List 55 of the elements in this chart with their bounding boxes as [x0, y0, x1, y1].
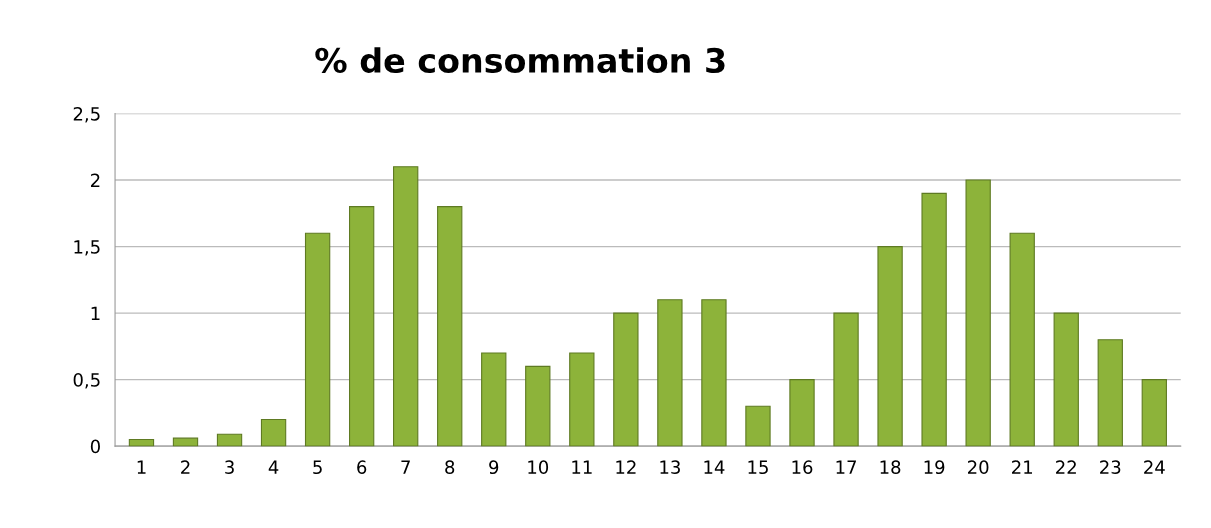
bar: [833, 312, 859, 447]
x-tick-label: 17: [836, 460, 856, 474]
x-tick-label: 1: [137, 460, 146, 474]
bar: [260, 418, 287, 447]
y-tick-label: 2,5: [73, 106, 100, 123]
bar: [1141, 379, 1167, 447]
x-tick-label: 15: [748, 460, 768, 475]
x-tick-label: 9: [489, 460, 499, 475]
x-tick-label: 10: [528, 460, 549, 475]
chart-title: % de consommation 3: [315, 47, 725, 74]
bar: [348, 206, 375, 447]
x-tick-label: 22: [1056, 460, 1076, 474]
x-tick-label: 24: [1144, 460, 1165, 474]
bar: [216, 433, 243, 447]
bar: [745, 405, 771, 447]
bar: [525, 365, 551, 447]
bar: [304, 232, 331, 447]
bar: [789, 379, 815, 447]
x-tick-label: 23: [1100, 460, 1121, 475]
bar: [1009, 232, 1035, 447]
y-tick-label: 1,5: [74, 240, 100, 256]
x-tick-label: 12: [616, 460, 636, 474]
bar: [613, 312, 639, 447]
y-tick-label: 1: [91, 306, 100, 320]
x-tick-label: 16: [792, 460, 813, 475]
bar: [481, 352, 507, 447]
bar: [172, 437, 199, 447]
x-tick-label: 14: [704, 460, 725, 474]
x-tick-label: 19: [924, 460, 945, 475]
x-tick-label: 11: [572, 460, 592, 474]
bar: [128, 438, 155, 447]
x-tick-label: 5: [313, 460, 322, 475]
x-tick-label: 20: [967, 460, 989, 475]
x-tick-label: 7: [401, 460, 410, 474]
x-tick-label: 13: [660, 460, 680, 475]
bar: [965, 179, 991, 447]
x-tick-label: 4: [268, 460, 279, 474]
x-tick-label: 18: [880, 460, 901, 475]
x-tick-label: 21: [1012, 460, 1033, 474]
bar: [877, 246, 903, 447]
bar: [657, 299, 683, 447]
y-tick-label: 2: [90, 173, 100, 187]
bar: [393, 166, 419, 447]
bar: [1053, 312, 1079, 447]
y-tick-label: 0,5: [73, 373, 100, 389]
x-tick-label: 3: [225, 460, 234, 475]
x-tick-label: 2: [181, 460, 190, 474]
bar: [569, 352, 595, 447]
bar: [437, 206, 463, 447]
y-tick-label: 0: [90, 439, 100, 454]
x-tick-label: 6: [357, 460, 367, 475]
bar: [701, 299, 727, 447]
x-tick-label: 8: [445, 460, 455, 475]
bar: [1097, 339, 1123, 447]
bar: [921, 192, 947, 447]
